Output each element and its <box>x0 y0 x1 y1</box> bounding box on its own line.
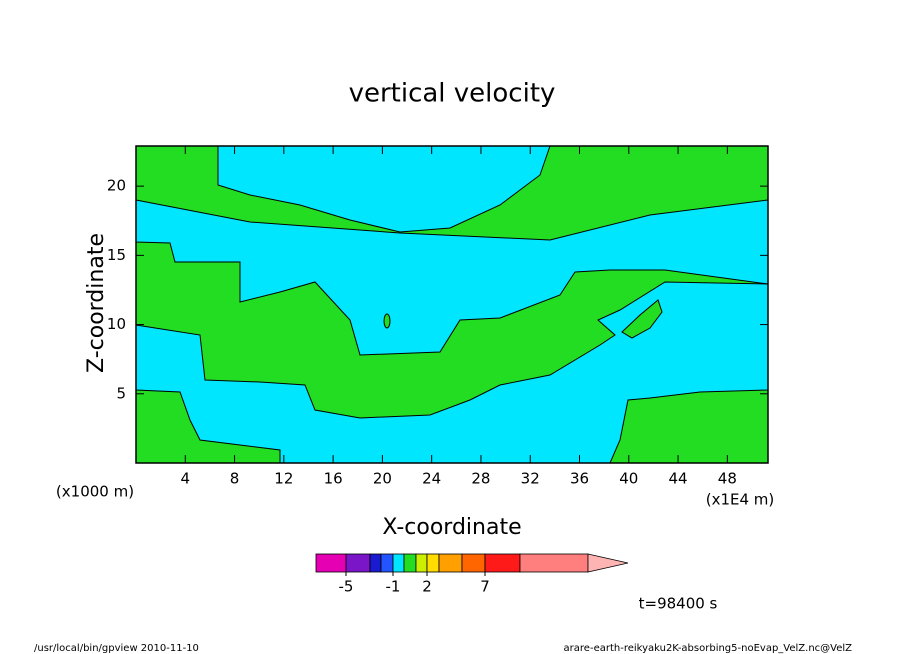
colorbar-swatch <box>438 553 463 573</box>
colorbar-swatch <box>484 553 521 573</box>
x-tick-label: 4 <box>181 470 191 488</box>
y-tick-label: 10 <box>107 315 126 333</box>
x-tick-label: 24 <box>422 470 441 488</box>
contour-region <box>135 281 769 464</box>
colorbar-swatch <box>403 553 417 573</box>
colorbar-swatch <box>461 553 486 573</box>
x-tick-label: 32 <box>521 470 540 488</box>
colorbar-tick-label: -5 <box>339 578 354 596</box>
colorbar-swatch <box>587 553 629 573</box>
contour-region <box>217 145 551 233</box>
x-scale-note: (x1E4 m) <box>706 491 775 509</box>
y-tick-label: 5 <box>116 384 126 402</box>
colorbar-swatch <box>345 553 371 573</box>
x-tick-label: 20 <box>373 470 392 488</box>
colorbar-swatch <box>392 553 405 573</box>
contour-region <box>621 299 663 339</box>
x-tick-label: 44 <box>669 470 688 488</box>
x-axis-label: X-coordinate <box>382 515 521 540</box>
y-tick-label: 20 <box>107 177 126 195</box>
x-tick-label: 48 <box>718 470 737 488</box>
colorbar-tick-label: 2 <box>422 578 432 596</box>
y-axis-label: Z-coordinate <box>84 233 109 373</box>
colorbar-swatch <box>380 553 394 573</box>
colorbar-tick-label: 7 <box>480 578 490 596</box>
x-tick-label: 36 <box>570 470 589 488</box>
time-label: t=98400 s <box>639 595 718 613</box>
contour-region <box>383 313 391 329</box>
x-tick-label: 28 <box>471 470 490 488</box>
plot-area <box>135 145 769 464</box>
plot-frame <box>135 145 769 464</box>
colorbar-swatch <box>315 553 347 573</box>
colorbar-swatch <box>415 553 428 573</box>
colorbar-swatch <box>369 553 382 573</box>
chart-title: vertical velocity <box>349 79 556 109</box>
x-tick-label: 12 <box>274 470 293 488</box>
x-tick-label: 16 <box>324 470 343 488</box>
x-tick-label: 40 <box>619 470 638 488</box>
footer-right: arare-earth-reikyaku2K-absorbing5-noEvap… <box>564 643 853 654</box>
colorbar-swatch <box>426 553 440 573</box>
contour-region <box>135 199 769 356</box>
footer-left: /usr/local/bin/gpview 2010-11-10 <box>34 643 199 654</box>
colorbar-swatch <box>519 553 589 573</box>
y-tick-label: 15 <box>107 246 126 264</box>
x-unit-note: (x1000 m) <box>56 483 134 501</box>
x-tick-label: 8 <box>230 470 240 488</box>
colorbar-tick-label: -1 <box>386 578 401 596</box>
